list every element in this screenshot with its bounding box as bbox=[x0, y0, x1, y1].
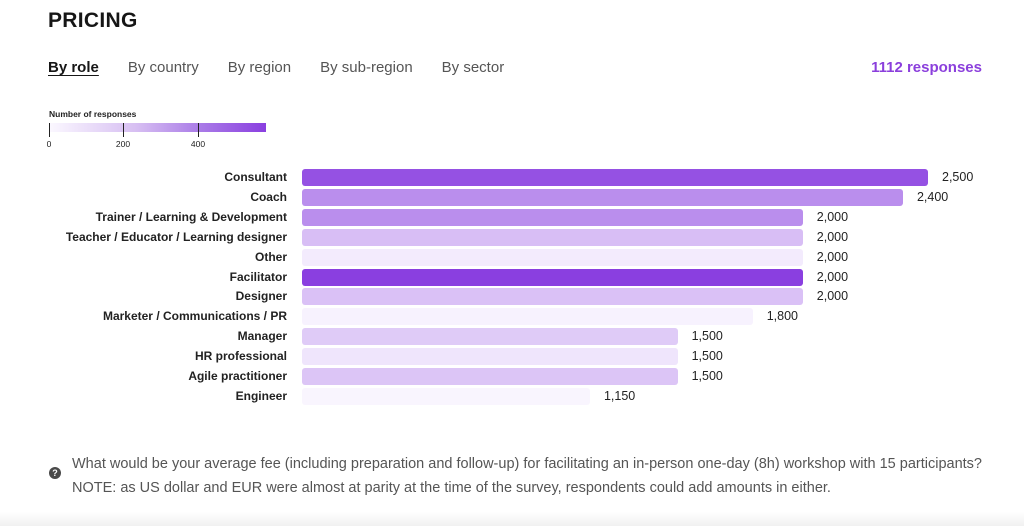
category-label: Manager bbox=[237, 329, 287, 344]
bar[interactable] bbox=[302, 288, 803, 306]
tab-by-sub-region[interactable]: By sub-region bbox=[320, 59, 413, 76]
bar-row: Trainer / Learning & Development 2,000 bbox=[0, 208, 1024, 226]
value-label: 2,400 bbox=[916, 189, 949, 204]
bar[interactable] bbox=[302, 208, 803, 226]
bar-row: Coach 2,400 bbox=[0, 188, 1024, 206]
tab-by-role[interactable]: By role bbox=[48, 59, 99, 76]
value-label: 2,000 bbox=[816, 289, 849, 304]
tab-by-region[interactable]: By region bbox=[227, 59, 292, 76]
category-label: HR professional bbox=[194, 349, 287, 364]
responses-count: 1112 responses bbox=[871, 59, 982, 76]
bar[interactable] bbox=[302, 169, 928, 186]
value-label: 2,000 bbox=[816, 269, 849, 284]
value-label: 1,800 bbox=[766, 309, 798, 324]
legend-title: Number of responses bbox=[49, 109, 137, 119]
bar-row: Engineer 1,150 bbox=[0, 387, 1024, 405]
bar-row: HR professional 1,500 bbox=[0, 347, 1024, 366]
bar-chart: Consultant 2,500 Coach 2,400 Trainer / Learn… bbox=[0, 168, 1024, 408]
bar-row: Designer 2,000 bbox=[0, 287, 1024, 306]
legend-tick-label: 0 bbox=[46, 139, 52, 149]
bar[interactable] bbox=[302, 348, 678, 366]
tab-bar: By role By country By region By sub-regi… bbox=[48, 58, 533, 78]
legend-tick-label: 400 bbox=[190, 139, 206, 149]
value-label: 2,000 bbox=[816, 229, 849, 244]
bar[interactable] bbox=[302, 248, 803, 266]
category-label: Trainer / Learning & Development bbox=[95, 209, 287, 224]
value-label: 2,500 bbox=[942, 170, 974, 184]
category-label: Coach bbox=[250, 189, 287, 204]
bar[interactable] bbox=[302, 328, 678, 346]
category-label: Consultant bbox=[224, 170, 287, 184]
category-label: Engineer bbox=[235, 388, 287, 403]
legend-gradient bbox=[49, 123, 266, 132]
bar[interactable] bbox=[302, 387, 590, 405]
legend-tick bbox=[123, 123, 124, 137]
tab-by-country[interactable]: By country bbox=[127, 59, 199, 76]
bar-row: Teacher / Educator / Learning designer 2,… bbox=[0, 228, 1024, 246]
value-label: 1,500 bbox=[691, 349, 723, 364]
bar-row: Other 2,000 bbox=[0, 248, 1024, 266]
category-label: Facilitator bbox=[229, 269, 287, 284]
bar-row: Consultant 2,500 bbox=[0, 168, 1024, 186]
legend-tick-label: 200 bbox=[115, 139, 131, 149]
page-title: PRICING bbox=[48, 9, 138, 32]
value-label: 1,500 bbox=[691, 329, 723, 344]
bar-row: Manager 1,500 bbox=[0, 327, 1024, 346]
legend-tick bbox=[198, 123, 199, 137]
bar[interactable] bbox=[302, 368, 678, 385]
category-label: Other bbox=[254, 249, 287, 264]
category-label: Designer bbox=[235, 289, 287, 304]
value-label: 1,500 bbox=[691, 369, 723, 383]
value-label: 2,000 bbox=[816, 209, 849, 224]
bar[interactable] bbox=[302, 188, 903, 206]
question-circle-icon[interactable]: ? bbox=[49, 467, 61, 479]
color-legend: Number of responses 0 200 400 bbox=[46, 108, 288, 154]
value-label: 1,150 bbox=[603, 388, 636, 403]
footer-shade bbox=[0, 512, 1024, 526]
question-note: What would be your average fee (includin… bbox=[72, 456, 982, 496]
bar[interactable] bbox=[302, 308, 753, 326]
bar-row: Marketer / Communications / PR 1,800 bbox=[0, 307, 1024, 326]
bar[interactable] bbox=[302, 228, 803, 246]
legend-tick bbox=[49, 123, 50, 137]
category-label: Teacher / Educator / Learning designer bbox=[65, 229, 287, 244]
value-label: 2,000 bbox=[816, 249, 849, 264]
tab-by-sector[interactable]: By sector bbox=[441, 59, 505, 76]
bar[interactable] bbox=[302, 268, 803, 286]
bar-row: Agile practitioner 1,500 bbox=[0, 367, 1024, 385]
category-label: Marketer / Communications / PR bbox=[102, 309, 287, 324]
category-label: Agile practitioner bbox=[188, 369, 287, 383]
bar-row: Facilitator 2,000 bbox=[0, 268, 1024, 286]
